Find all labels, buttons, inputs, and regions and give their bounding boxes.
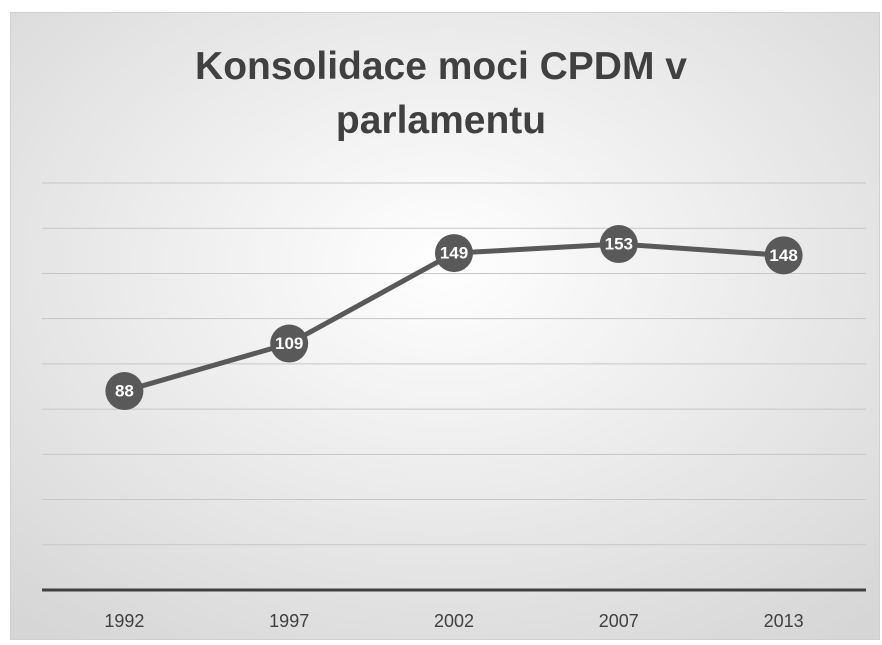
chart-background: [10, 12, 880, 640]
marker: [270, 324, 309, 363]
data-label: 153: [605, 235, 633, 254]
marker: [105, 372, 144, 411]
x-tick-label: 1997: [269, 611, 309, 631]
data-label: 88: [115, 382, 134, 401]
marker: [764, 236, 803, 275]
chart-title: Konsolidace moci CPDM v parlamentu: [195, 45, 687, 142]
data-label: 149: [440, 244, 468, 263]
x-tick-label: 1992: [104, 611, 144, 631]
data-label: 109: [275, 334, 303, 353]
x-tick-label: 2002: [434, 611, 474, 631]
x-tick-label: 2007: [599, 611, 639, 631]
marker: [599, 225, 638, 264]
data-label: 148: [769, 246, 797, 265]
x-tick-label: 2013: [764, 611, 804, 631]
marker: [435, 234, 473, 273]
